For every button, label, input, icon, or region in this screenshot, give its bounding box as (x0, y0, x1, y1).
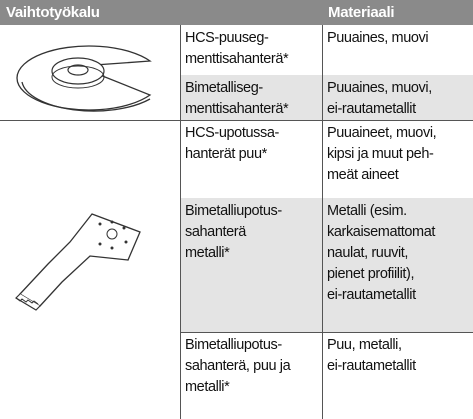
text-line: Metalli (esim. (327, 203, 407, 219)
text-line: metalli* (185, 379, 230, 395)
col-divider (180, 25, 181, 419)
text-line: kipsi ja muut peh- (327, 146, 434, 162)
text-line: karkaisemattomat (327, 224, 436, 240)
header-material: Materiaali (322, 0, 473, 25)
text-line: ei-rautametallit (327, 358, 416, 374)
row-divider (0, 120, 473, 121)
text-line: HCS-puuseg- (185, 30, 269, 46)
text-line: sahanterä (185, 224, 246, 240)
text-line: Bimetalliupotus- (185, 337, 282, 353)
text-line: menttisahanterä* (185, 101, 289, 117)
tool-cell: HCS-upotussa-hanterät puu* (180, 120, 322, 198)
text-line: ei-rautametallit (327, 101, 416, 117)
text-line: Bimetalliseg- (185, 80, 263, 96)
text-line: menttisahanterä* (185, 51, 289, 67)
text-line: Puuaineet, muovi, (327, 125, 437, 141)
tool-cell: Bimetalliupotus-sahanterä, puu ja metalli… (180, 332, 322, 419)
text-line: Puu, metalli, (327, 337, 402, 353)
plunge-blade-icon (15, 213, 141, 311)
text-line: HCS-upotussa- (185, 125, 279, 141)
material-cell: Puuaineet, muovi, kipsi ja muut peh-meät … (322, 120, 473, 198)
tool-cell: Bimetalliseg-menttisahanterä* (180, 75, 322, 120)
text-line: metalli* (185, 245, 230, 261)
row-divider (180, 332, 473, 333)
col-divider (322, 25, 323, 419)
text-line: Puuaines, muovi, (327, 80, 432, 96)
text-line: Bimetalliupotus- (185, 203, 282, 219)
tool-cell: HCS-puuseg-menttisahanterä* (180, 25, 322, 75)
text-line: meät aineet (327, 167, 399, 183)
header-tool: Vaihtotyökalu (0, 0, 322, 25)
material-cell: Metalli (esim. karkaisemattomat naulat, ru… (322, 198, 473, 332)
text-line: ei-rautametallit (327, 287, 416, 303)
text-line: hanterät puu* (185, 146, 267, 162)
text-line: Puuaines, muovi (327, 30, 429, 46)
tool-cell: Bimetalliupotus-sahanterä metalli* (180, 198, 322, 332)
material-cell: Puuaines, muovi (322, 25, 473, 75)
text-line: naulat, ruuvit, (327, 245, 409, 261)
material-cell: Puuaines, muovi, ei-rautametallit (322, 75, 473, 120)
text-line: sahanterä, puu ja (185, 358, 291, 374)
text-line: pienet profiilit), (327, 266, 415, 282)
material-cell: Puu, metalli, ei-rautametallit (322, 332, 473, 419)
segment-blade-icon (16, 45, 152, 112)
